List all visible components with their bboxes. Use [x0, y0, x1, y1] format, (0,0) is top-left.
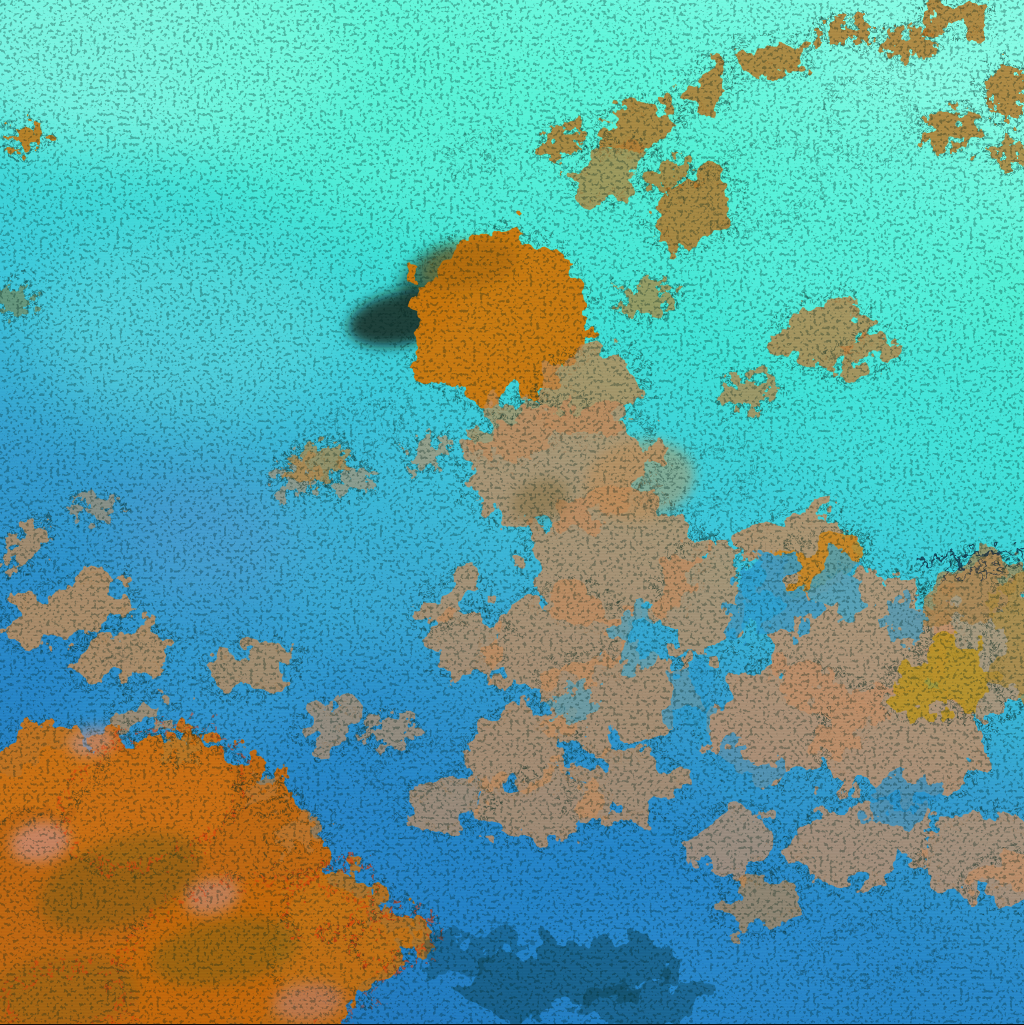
speckle-overlay-layer: [0, 0, 1024, 1024]
satellite-image: False-color satellite image: bright turq…: [0, 0, 1024, 1024]
speckle-noise: [0, 0, 1024, 1024]
satellite-image-canvas: [0, 0, 1024, 1024]
